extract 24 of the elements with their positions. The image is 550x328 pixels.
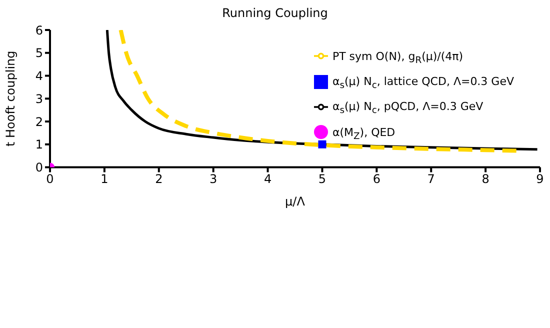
y-axis-title: t Hooft coupling (3, 50, 18, 147)
x-tick-label: 1 (100, 172, 108, 186)
legend-label: PT sym O(N), g$_{R}$(μ)/(4π) (332, 50, 464, 66)
legend-label: α(M$_{Z}$), QED (332, 126, 396, 142)
x-tick-label: 4 (264, 172, 272, 186)
x-tick-label: 5 (318, 172, 326, 186)
x-tick-label: 2 (155, 172, 163, 186)
y-tick-label: 2 (35, 114, 43, 129)
legend-label: α$_{s}$(μ) N$_{c}$, pQCD, Λ=0.3 GeV (332, 100, 484, 117)
x-axis-title: μ/Λ (285, 194, 306, 208)
y-tick-label: 0 (35, 160, 43, 175)
x-tick-label: 8 (482, 172, 490, 186)
x-tick-label: 3 (210, 172, 218, 186)
y-tick-label: 1 (35, 138, 43, 152)
x-tick-label: 0 (46, 172, 54, 186)
x-tick-label: 7 (427, 172, 435, 186)
chart-title: Running Coupling (221, 6, 329, 20)
x-tick-label: 9 (536, 172, 544, 186)
y-tick-label: 5 (35, 46, 43, 60)
y-tick-label: 4 (35, 69, 43, 84)
x-tick-label: 6 (372, 172, 380, 186)
y-tick-label: 6 (35, 23, 43, 38)
y-tick-label: 3 (35, 92, 43, 106)
legend-label: α$_{s}$(μ) N$_{c}$, lattice QCD, Λ=0.3 GeV (332, 75, 514, 92)
